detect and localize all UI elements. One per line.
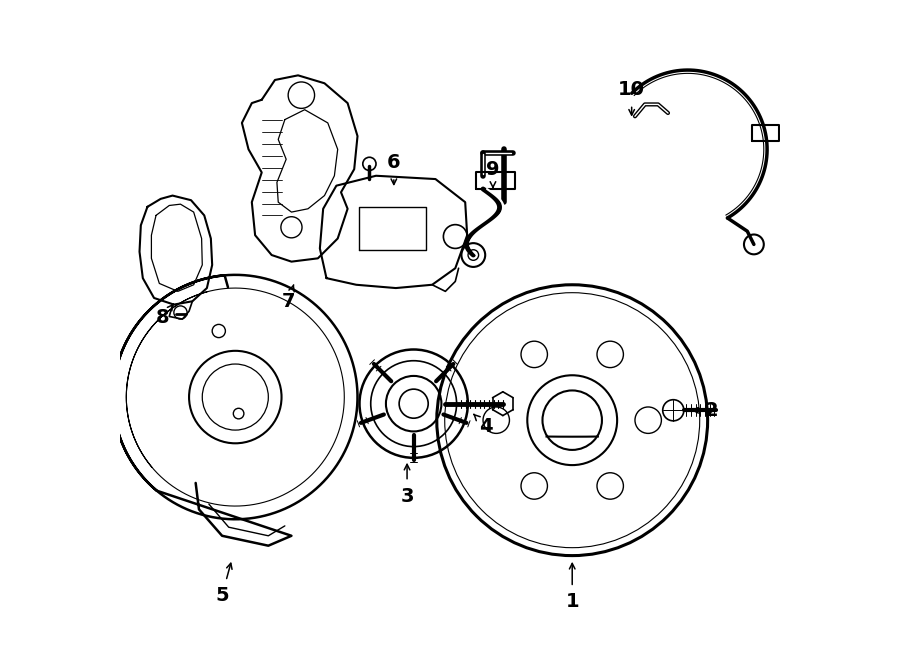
Text: 10: 10: [618, 80, 645, 99]
Text: 6: 6: [387, 153, 400, 172]
Text: 4: 4: [480, 417, 493, 436]
Text: 5: 5: [215, 586, 229, 605]
Text: 1: 1: [565, 592, 579, 611]
Text: 8: 8: [156, 308, 169, 327]
Text: 2: 2: [704, 401, 718, 420]
Text: 7: 7: [282, 292, 295, 310]
Text: 3: 3: [400, 487, 414, 506]
Text: 9: 9: [486, 160, 500, 179]
